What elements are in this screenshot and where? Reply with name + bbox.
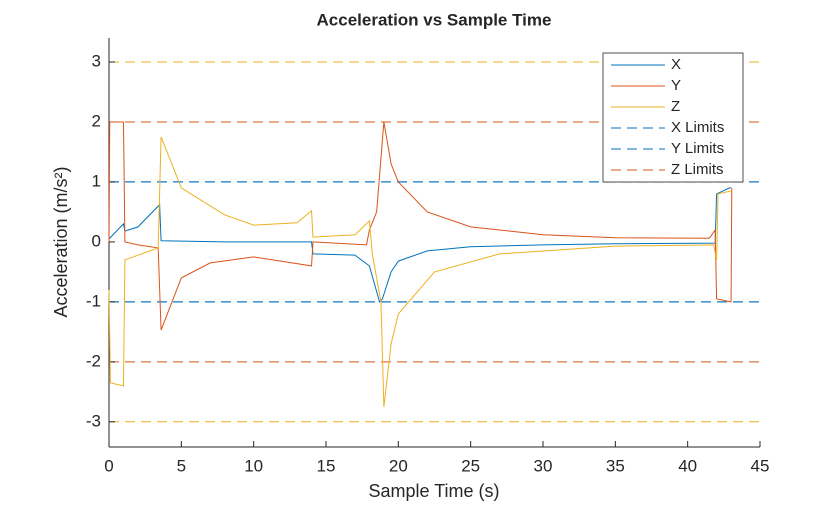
legend-box [602, 52, 744, 183]
y-tick-label: -3 [86, 411, 101, 430]
y-tick-label: -1 [86, 291, 101, 310]
y-tick-label: -2 [86, 351, 101, 370]
legend-label: X [671, 56, 681, 73]
x-tick-label: 0 [104, 456, 113, 475]
series-line [108, 121, 733, 331]
x-tick-label: 35 [606, 456, 625, 475]
x-tick-label: 25 [461, 456, 480, 475]
y-axis-label: Acceleration (m/s²) [51, 166, 71, 317]
x-tick-label: 20 [389, 456, 408, 475]
y-tick-label: 3 [92, 51, 101, 70]
series-line [108, 136, 732, 407]
legend-label: Y Limits [671, 140, 724, 157]
legend-label: Y [671, 77, 681, 94]
x-tick-label: 15 [317, 456, 336, 475]
x-tick-label: 10 [244, 456, 263, 475]
x-tick-label: 5 [177, 456, 186, 475]
x-tick-label: 40 [678, 456, 697, 475]
legend-label: X Limits [671, 119, 724, 136]
x-tick-label: 45 [751, 456, 770, 475]
y-tick-label: 2 [92, 111, 101, 130]
x-axis-label: Sample Time (s) [368, 481, 499, 501]
y-tick-label: 0 [92, 231, 101, 250]
legend-label: Z Limits [671, 161, 724, 178]
x-tick-label: 30 [534, 456, 553, 475]
chart-title: Acceleration vs Sample Time [317, 10, 552, 29]
y-tick-label: 1 [92, 171, 101, 190]
series-line [108, 187, 732, 303]
legend-label: Z [671, 98, 680, 115]
